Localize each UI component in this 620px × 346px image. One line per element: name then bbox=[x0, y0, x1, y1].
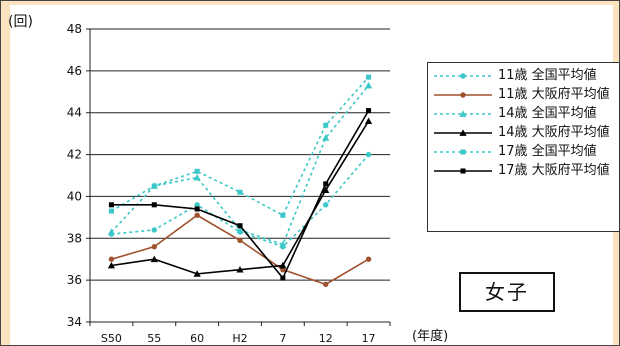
data-point-legend-marker bbox=[459, 110, 467, 117]
data-point-square bbox=[280, 212, 286, 218]
y-tick-label: 40 bbox=[67, 189, 82, 203]
gender-label: 女子 bbox=[459, 272, 555, 312]
x-tick-label: S50 bbox=[101, 332, 122, 345]
legend-label: 14歳 大阪府平均値 bbox=[498, 125, 610, 140]
data-point-square bbox=[194, 206, 200, 212]
y-tick-label: 36 bbox=[67, 273, 82, 287]
data-point-triangle bbox=[193, 270, 201, 277]
data-point-square bbox=[151, 202, 157, 208]
legend-item: 14歳 全国平均値 bbox=[432, 105, 620, 123]
data-point-legend-marker bbox=[460, 92, 466, 98]
x-tick-label: 60 bbox=[190, 332, 204, 345]
data-point-legend-marker bbox=[460, 73, 466, 79]
data-point-triangle bbox=[364, 117, 373, 124]
data-point-triangle bbox=[107, 261, 116, 269]
data-point-square bbox=[237, 189, 243, 195]
legend-label: 17歳 全国平均値 bbox=[498, 144, 597, 159]
data-point-square bbox=[366, 74, 372, 80]
legend-item: 17歳 全国平均値 bbox=[432, 143, 620, 161]
data-point-circle bbox=[365, 256, 372, 262]
y-tick-label: 46 bbox=[67, 64, 82, 78]
legend-label: 17歳 大阪府平均値 bbox=[498, 163, 610, 178]
data-point-circle bbox=[323, 202, 329, 208]
x-tick-label: 7 bbox=[279, 332, 286, 345]
legend-swatch bbox=[434, 110, 492, 117]
data-point-square bbox=[237, 223, 243, 229]
y-tick-label: 34 bbox=[67, 315, 82, 329]
data-point-circle bbox=[365, 151, 372, 158]
legend-swatch bbox=[434, 149, 492, 155]
data-point-legend-marker bbox=[459, 129, 467, 136]
data-point-triangle bbox=[279, 240, 287, 248]
legend-label: 14歳 全国平均値 bbox=[498, 106, 597, 121]
legend-swatch bbox=[434, 73, 492, 79]
legend-swatch bbox=[434, 129, 492, 136]
legend-item: 11歳 大阪府平均値 bbox=[432, 86, 620, 104]
data-point-triangle bbox=[279, 261, 287, 269]
data-point-triangle bbox=[107, 228, 116, 235]
data-point-square bbox=[366, 108, 372, 114]
legend-item: 14歳 大阪府平均値 bbox=[432, 124, 620, 142]
x-tick-label: H2 bbox=[232, 332, 247, 345]
y-axis-label: (回) bbox=[8, 14, 33, 30]
data-point-square bbox=[108, 202, 114, 208]
legend-swatch bbox=[434, 168, 492, 174]
series-6 bbox=[108, 108, 372, 281]
axes: 34 36 38 40 42 44 46 48 S50 55 60 H2 7 12 17 bbox=[67, 22, 391, 345]
y-tick-label: 48 bbox=[67, 22, 82, 36]
series-4 bbox=[107, 117, 373, 277]
legend: 11歳 全国平均値 11歳 大阪府平均値 14歳 全国平均値 14歳 大阪府平均値 17… bbox=[427, 62, 620, 232]
x-tick-label: 12 bbox=[319, 332, 333, 345]
data-point-square bbox=[323, 122, 329, 128]
data-point-circle bbox=[151, 243, 157, 250]
data-point-square bbox=[194, 168, 200, 174]
data-point-square bbox=[108, 208, 114, 214]
series-lines bbox=[107, 74, 373, 288]
data-point-legend-marker bbox=[460, 168, 466, 174]
data-point-square bbox=[280, 275, 286, 281]
data-point-legend-marker bbox=[460, 149, 466, 155]
data-point-triangle bbox=[364, 81, 373, 89]
data-point-circle bbox=[108, 256, 115, 262]
data-point-circle bbox=[323, 281, 329, 288]
data-point-square bbox=[323, 181, 329, 187]
data-point-circle bbox=[237, 237, 243, 244]
data-point-triangle bbox=[322, 186, 330, 194]
series-5 bbox=[108, 74, 372, 218]
y-tick-label: 38 bbox=[67, 231, 82, 245]
legend-swatch bbox=[434, 92, 492, 98]
x-tick-label: 55 bbox=[147, 332, 161, 345]
data-point-triangle bbox=[236, 226, 244, 233]
data-point-square bbox=[151, 183, 157, 189]
legend-item: 17歳 大阪府平均値 bbox=[432, 162, 620, 180]
legend-item: 11歳 全国平均値 bbox=[432, 67, 620, 85]
data-point-circle bbox=[194, 212, 200, 218]
data-point-triangle bbox=[150, 255, 158, 263]
y-tick-label: 44 bbox=[67, 106, 82, 120]
legend-label: 11歳 大阪府平均値 bbox=[498, 87, 610, 102]
data-point-triangle bbox=[236, 266, 244, 273]
data-point-circle bbox=[151, 227, 157, 233]
data-point-circle bbox=[194, 202, 200, 208]
x-axis-label: (年度) bbox=[412, 328, 448, 344]
y-tick-label: 42 bbox=[67, 148, 82, 162]
data-point-triangle bbox=[193, 173, 201, 181]
x-tick-label: 17 bbox=[362, 332, 376, 345]
legend-label: 11歳 全国平均値 bbox=[498, 68, 597, 83]
data-point-triangle bbox=[322, 134, 330, 141]
